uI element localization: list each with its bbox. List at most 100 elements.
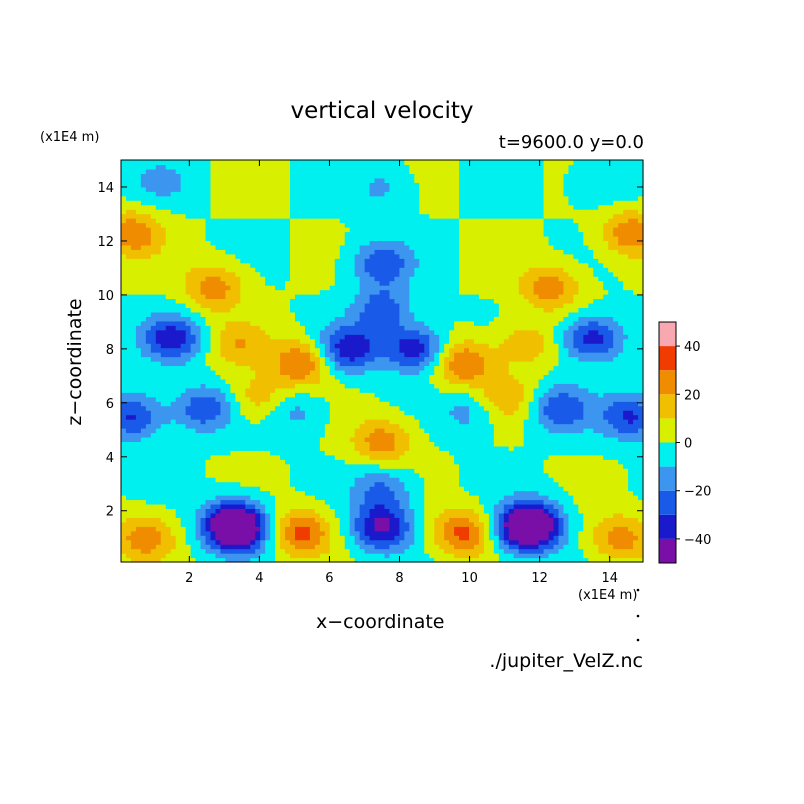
contour-cell bbox=[538, 512, 545, 518]
contour-cell bbox=[548, 401, 555, 407]
contour-cell bbox=[180, 401, 187, 407]
contour-cell bbox=[573, 374, 579, 380]
contour-cell bbox=[404, 450, 410, 456]
contour-cell bbox=[165, 517, 172, 523]
contour-cell bbox=[250, 414, 256, 420]
contour-cell bbox=[225, 553, 231, 559]
contour-cell bbox=[548, 499, 555, 505]
contour-cell bbox=[598, 396, 604, 402]
contour-cell bbox=[454, 436, 460, 442]
contour-cell bbox=[558, 387, 565, 393]
contour-cell bbox=[270, 392, 276, 398]
contour-cell bbox=[439, 539, 445, 545]
contour-cell bbox=[359, 450, 366, 456]
contour-cell bbox=[190, 477, 197, 483]
contour-cell bbox=[404, 428, 410, 434]
contour-cell bbox=[558, 401, 565, 407]
contour-cell bbox=[469, 369, 475, 375]
contour-cell bbox=[459, 405, 465, 411]
contour-cell bbox=[543, 530, 550, 536]
contour-cell bbox=[628, 548, 634, 554]
contour-cell bbox=[483, 410, 490, 416]
contour-cell bbox=[538, 454, 545, 460]
contour-cell bbox=[290, 374, 296, 380]
contour-cell bbox=[135, 419, 142, 425]
contour-cell bbox=[175, 392, 182, 398]
contour-cell bbox=[255, 548, 261, 554]
contour-cell bbox=[230, 468, 236, 474]
contour-cell bbox=[265, 557, 271, 563]
contour-cell bbox=[419, 486, 425, 492]
contour-cell bbox=[364, 548, 371, 554]
contour-cell bbox=[145, 428, 152, 434]
contour-cell bbox=[145, 548, 152, 554]
contour-cell bbox=[573, 495, 579, 501]
contour-cell bbox=[175, 499, 182, 505]
contour-cell bbox=[384, 378, 391, 384]
contour-cell bbox=[603, 356, 609, 362]
contour-cell bbox=[638, 352, 644, 358]
contour-cell bbox=[190, 472, 197, 478]
contour-cell bbox=[354, 517, 361, 523]
contour-cell bbox=[603, 499, 609, 505]
contour-cell bbox=[464, 557, 470, 563]
contour-cell bbox=[304, 535, 311, 541]
contour-cell bbox=[354, 490, 361, 496]
contour-cell bbox=[414, 468, 420, 474]
contour-cell bbox=[588, 374, 594, 380]
contour-cell bbox=[275, 468, 281, 474]
contour-cell bbox=[364, 369, 371, 375]
contour-cell bbox=[344, 414, 351, 420]
contour-cell bbox=[618, 432, 624, 438]
contour-cell bbox=[513, 414, 520, 420]
contour-cell bbox=[125, 374, 132, 380]
contour-cell bbox=[459, 428, 465, 434]
contour-cell bbox=[434, 508, 440, 514]
contour-cell bbox=[275, 530, 281, 536]
contour-cell bbox=[399, 352, 405, 358]
contour-cell bbox=[155, 410, 162, 416]
contour-cell bbox=[459, 356, 465, 362]
contour-cell bbox=[598, 356, 604, 362]
contour-cell bbox=[334, 495, 341, 501]
contour-cell bbox=[334, 374, 341, 380]
contour-cell bbox=[449, 387, 455, 393]
contour-cell bbox=[344, 553, 351, 559]
contour-cell bbox=[404, 432, 410, 438]
contour-cell bbox=[434, 361, 440, 367]
contour-cell bbox=[349, 401, 356, 407]
contour-cell bbox=[285, 521, 291, 527]
contour-cell bbox=[265, 410, 271, 416]
contour-cell bbox=[155, 387, 162, 393]
contour-cell bbox=[295, 428, 301, 434]
contour-cell bbox=[389, 445, 396, 451]
contour-cell bbox=[488, 468, 495, 474]
contour-cell bbox=[628, 472, 634, 478]
contour-cell bbox=[613, 459, 619, 465]
contour-cell bbox=[215, 383, 222, 389]
contour-cell bbox=[588, 428, 594, 434]
contour-cell bbox=[523, 423, 530, 429]
contour-cell bbox=[344, 347, 351, 353]
contour-cell bbox=[613, 436, 619, 442]
contour-cell bbox=[270, 365, 276, 371]
contour-cell bbox=[235, 553, 241, 559]
contour-cell bbox=[180, 441, 187, 447]
contour-cell bbox=[613, 477, 619, 483]
contour-cell bbox=[394, 445, 400, 451]
contour-cell bbox=[170, 544, 177, 550]
contour-cell bbox=[130, 526, 137, 532]
contour-cell bbox=[623, 441, 629, 447]
contour-cell bbox=[558, 553, 565, 559]
contour-cell bbox=[429, 472, 435, 478]
contour-cell bbox=[439, 463, 445, 469]
contour-cell bbox=[354, 481, 361, 487]
contour-cell bbox=[573, 499, 579, 505]
contour-cell bbox=[245, 468, 251, 474]
contour-cell bbox=[270, 414, 276, 420]
contour-cell bbox=[464, 387, 470, 393]
contour-cell bbox=[210, 410, 217, 416]
contour-cell bbox=[429, 405, 435, 411]
x-axis-label: x−coordinate bbox=[316, 611, 445, 633]
contour-cell bbox=[459, 521, 465, 527]
